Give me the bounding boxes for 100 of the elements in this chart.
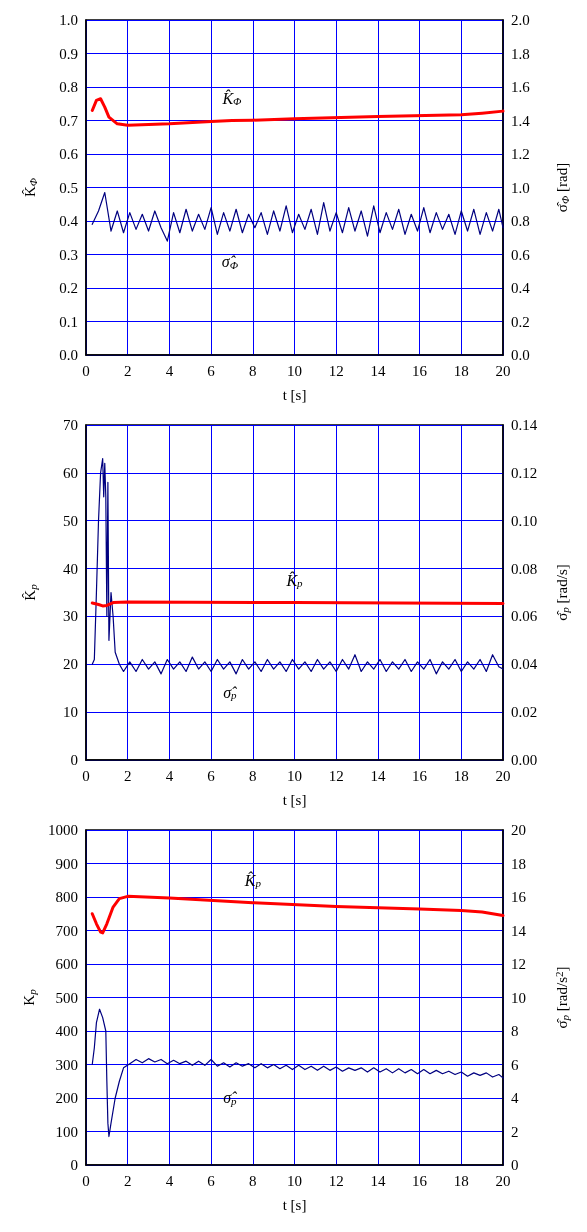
y-tick-label: 900 — [55, 855, 78, 872]
line-series — [91, 191, 504, 242]
x-tick-label: 10 — [287, 767, 302, 784]
y-tick-label: 0.0 — [59, 347, 78, 363]
y2-tick-label: 10 — [511, 989, 526, 1006]
y2-tick-label: 0.6 — [511, 246, 531, 263]
y-tick-label: 800 — [55, 889, 78, 905]
y2-tick-label: 0.10 — [511, 512, 538, 529]
x-tick-label: 6 — [207, 362, 216, 379]
y2-tick-label: 1.2 — [511, 146, 530, 162]
y2-tick-label: 1.4 — [511, 112, 531, 129]
series-label: σ̂Φ — [221, 253, 239, 271]
x-axis-title: t [s] — [282, 386, 307, 403]
x-tick-label: 10 — [287, 362, 302, 379]
x-tick-label: 0 — [82, 362, 90, 379]
x-tick-label: 16 — [412, 362, 428, 379]
y-tick-label: 700 — [55, 922, 78, 939]
x-tick-label: 0 — [82, 767, 90, 784]
y-tick-label: 0.3 — [59, 246, 78, 263]
x-tick-label: 4 — [165, 767, 174, 784]
y-tick-label: 0.2 — [59, 280, 78, 296]
x-tick-label: 0 — [82, 1172, 90, 1189]
y-tick-label: 0.8 — [59, 79, 78, 95]
y-tick-label: 0.1 — [59, 313, 78, 330]
y2-tick-label: 0.00 — [511, 752, 538, 768]
y2-tick-label: 14 — [511, 922, 527, 939]
x-tick-label: 20 — [495, 767, 511, 784]
x-tick-label: 8 — [249, 362, 257, 379]
y-tick-label: 100 — [55, 1123, 78, 1140]
y2-tick-label: 0.4 — [511, 280, 531, 296]
x-tick-label: 12 — [328, 1172, 344, 1189]
x-tick-label: 6 — [207, 1172, 216, 1189]
y2-tick-label: 0 — [511, 1157, 519, 1173]
y-tick-label: 20 — [63, 656, 78, 673]
y2-tick-label: 0.04 — [511, 656, 538, 673]
y2-tick-label: 8 — [511, 1023, 519, 1039]
y2-tick-label: 1.6 — [511, 79, 531, 95]
y-tick-label: 0.5 — [59, 179, 78, 196]
y2-tick-label: 0.08 — [511, 560, 538, 577]
x-tick-label: 18 — [453, 362, 469, 379]
x-tick-label: 2 — [123, 362, 132, 379]
y-tick-label: 60 — [63, 464, 78, 481]
y-tick-label: 500 — [55, 989, 78, 1006]
y-tick-label: 0 — [70, 752, 78, 768]
x-tick-label: 4 — [165, 1172, 174, 1189]
line-series — [91, 457, 504, 675]
y2-tick-label: 18 — [511, 855, 526, 872]
y-tick-label: 40 — [63, 560, 78, 577]
y2-tick-label: 0.12 — [511, 464, 538, 481]
y-tick-label: 1.0 — [59, 12, 78, 28]
y-tick-label: 0.9 — [59, 45, 78, 62]
y-tick-label: 300 — [55, 1056, 78, 1073]
series-label: K̂Φ — [221, 88, 243, 107]
x-tick-label: 20 — [495, 1172, 511, 1189]
y-tick-label: 70 — [63, 417, 78, 433]
x-tick-label: 14 — [370, 767, 386, 784]
x-tick-label: 8 — [249, 767, 257, 784]
y2-tick-label: 4 — [511, 1090, 519, 1106]
y-tick-label: 400 — [55, 1023, 78, 1039]
y-tick-label: 50 — [63, 512, 78, 529]
y-tick-label: 0.7 — [59, 112, 79, 129]
y2-tick-label: 2.0 — [511, 12, 530, 28]
line-series — [91, 1008, 504, 1138]
y2-tick-label: 12 — [511, 956, 526, 972]
y-tick-label: 600 — [55, 956, 78, 972]
x-tick-label: 2 — [123, 1172, 132, 1189]
x-tick-label: 4 — [165, 362, 174, 379]
x-tick-label: 18 — [453, 1172, 469, 1189]
x-tick-label: 16 — [412, 767, 428, 784]
series-label: σ̂p — [223, 683, 238, 702]
y2-tick-label: 6 — [511, 1056, 519, 1073]
x-axis-title: t [s] — [282, 1196, 307, 1213]
y-axis-title: Kp — [20, 988, 38, 1006]
x-axis-title: t [s] — [282, 791, 307, 808]
y2-tick-label: 0.2 — [511, 313, 530, 330]
x-tick-label: 14 — [370, 1172, 386, 1189]
x-tick-label: 12 — [328, 362, 344, 379]
y-tick-label: 1000 — [48, 822, 78, 838]
x-tick-label: 16 — [412, 1172, 428, 1189]
x-tick-label: 18 — [453, 767, 469, 784]
line-series — [90, 894, 505, 935]
y-tick-label: 30 — [63, 608, 78, 625]
y2-tick-label: 2 — [511, 1123, 519, 1140]
y2-tick-label: 0.0 — [511, 347, 530, 363]
y-tick-label: 10 — [63, 704, 78, 721]
y2-tick-label: 0.8 — [511, 213, 530, 229]
y-tick-label: 0 — [70, 1157, 78, 1173]
x-tick-label: 12 — [328, 767, 344, 784]
x-tick-label: 14 — [370, 362, 386, 379]
x-tick-label: 2 — [123, 767, 132, 784]
y2-tick-label: 16 — [511, 889, 527, 905]
y2-tick-label: 1.8 — [511, 45, 530, 62]
y2-axis-title: σ̂Φ [rad] — [553, 162, 571, 213]
y2-tick-label: 0.06 — [511, 608, 538, 625]
x-tick-label: 20 — [495, 362, 511, 379]
x-tick-label: 8 — [249, 1172, 257, 1189]
y-tick-label: 200 — [55, 1090, 78, 1106]
y-tick-label: 0.6 — [59, 146, 79, 162]
y2-tick-label: 0.02 — [511, 704, 538, 721]
y-axis-title: K̂p — [21, 583, 39, 601]
